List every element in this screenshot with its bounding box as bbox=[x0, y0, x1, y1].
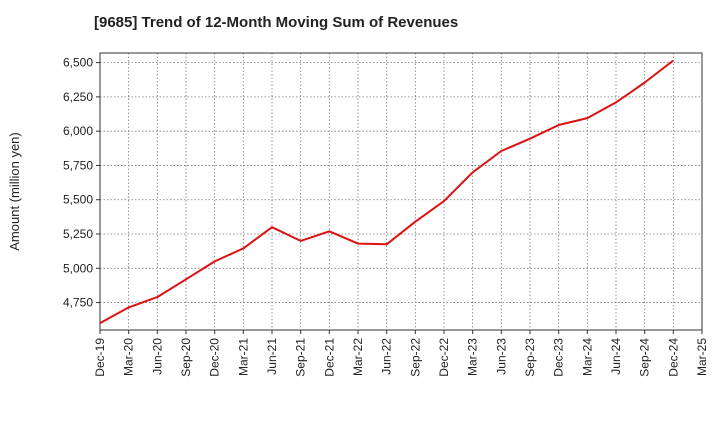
x-tick-label: Mar-20 bbox=[122, 338, 136, 376]
x-tick-label: Mar-24 bbox=[580, 338, 594, 376]
x-tick-label: Dec-21 bbox=[322, 338, 336, 377]
x-tick-label: Mar-22 bbox=[351, 338, 365, 376]
y-tick-label: 6,500 bbox=[63, 56, 93, 70]
y-axis-label: Amount (million yen) bbox=[7, 132, 22, 251]
plot-area-frame bbox=[99, 52, 703, 331]
x-tick-label: Mar-23 bbox=[466, 338, 480, 376]
x-tick-label: Dec-19 bbox=[93, 338, 107, 377]
x-tick-label: Dec-24 bbox=[666, 338, 680, 377]
x-tick-label: Jun-24 bbox=[609, 338, 623, 375]
grid-lines bbox=[100, 53, 702, 330]
y-tick-label: 6,000 bbox=[63, 124, 93, 138]
x-tick-label: Dec-20 bbox=[208, 338, 222, 377]
y-tick-label: 5,000 bbox=[63, 261, 93, 275]
y-tick-label: 4,750 bbox=[63, 296, 93, 310]
chart-title: [9685] Trend of 12-Month Moving Sum of R… bbox=[94, 14, 459, 31]
x-tick-label: Mar-21 bbox=[236, 338, 250, 376]
x-tick-label: Dec-22 bbox=[437, 338, 451, 377]
y-axis-ticks: 4,750 5,000 5,250 5,500 5,750 6,000 6,250 6,500 bbox=[63, 56, 100, 310]
x-tick-label: Dec-23 bbox=[552, 338, 566, 377]
x-tick-label: Jun-22 bbox=[380, 338, 394, 375]
x-tick-label: Jun-20 bbox=[150, 338, 164, 375]
x-tick-label: Sep-20 bbox=[179, 338, 193, 377]
x-axis-ticks: Dec-19 Mar-20 Jun-20 Sep-20 Dec-20 Mar-21 Jun-… bbox=[93, 330, 709, 377]
x-tick-label: Sep-23 bbox=[523, 338, 537, 377]
x-tick-label: Jun-21 bbox=[265, 338, 279, 375]
y-tick-label: 5,750 bbox=[63, 158, 93, 172]
y-tick-label: 5,500 bbox=[63, 193, 93, 207]
x-tick-label: Jun-23 bbox=[494, 338, 508, 375]
x-tick-label: Sep-24 bbox=[638, 338, 652, 377]
y-tick-label: 6,250 bbox=[63, 90, 93, 104]
series-layer bbox=[99, 59, 674, 324]
x-tick-label: Sep-22 bbox=[408, 338, 422, 377]
series-line bbox=[99, 59, 674, 324]
x-tick-label: Sep-21 bbox=[294, 338, 308, 377]
y-tick-label: 5,250 bbox=[63, 227, 93, 241]
x-tick-label: Mar-25 bbox=[695, 338, 709, 376]
